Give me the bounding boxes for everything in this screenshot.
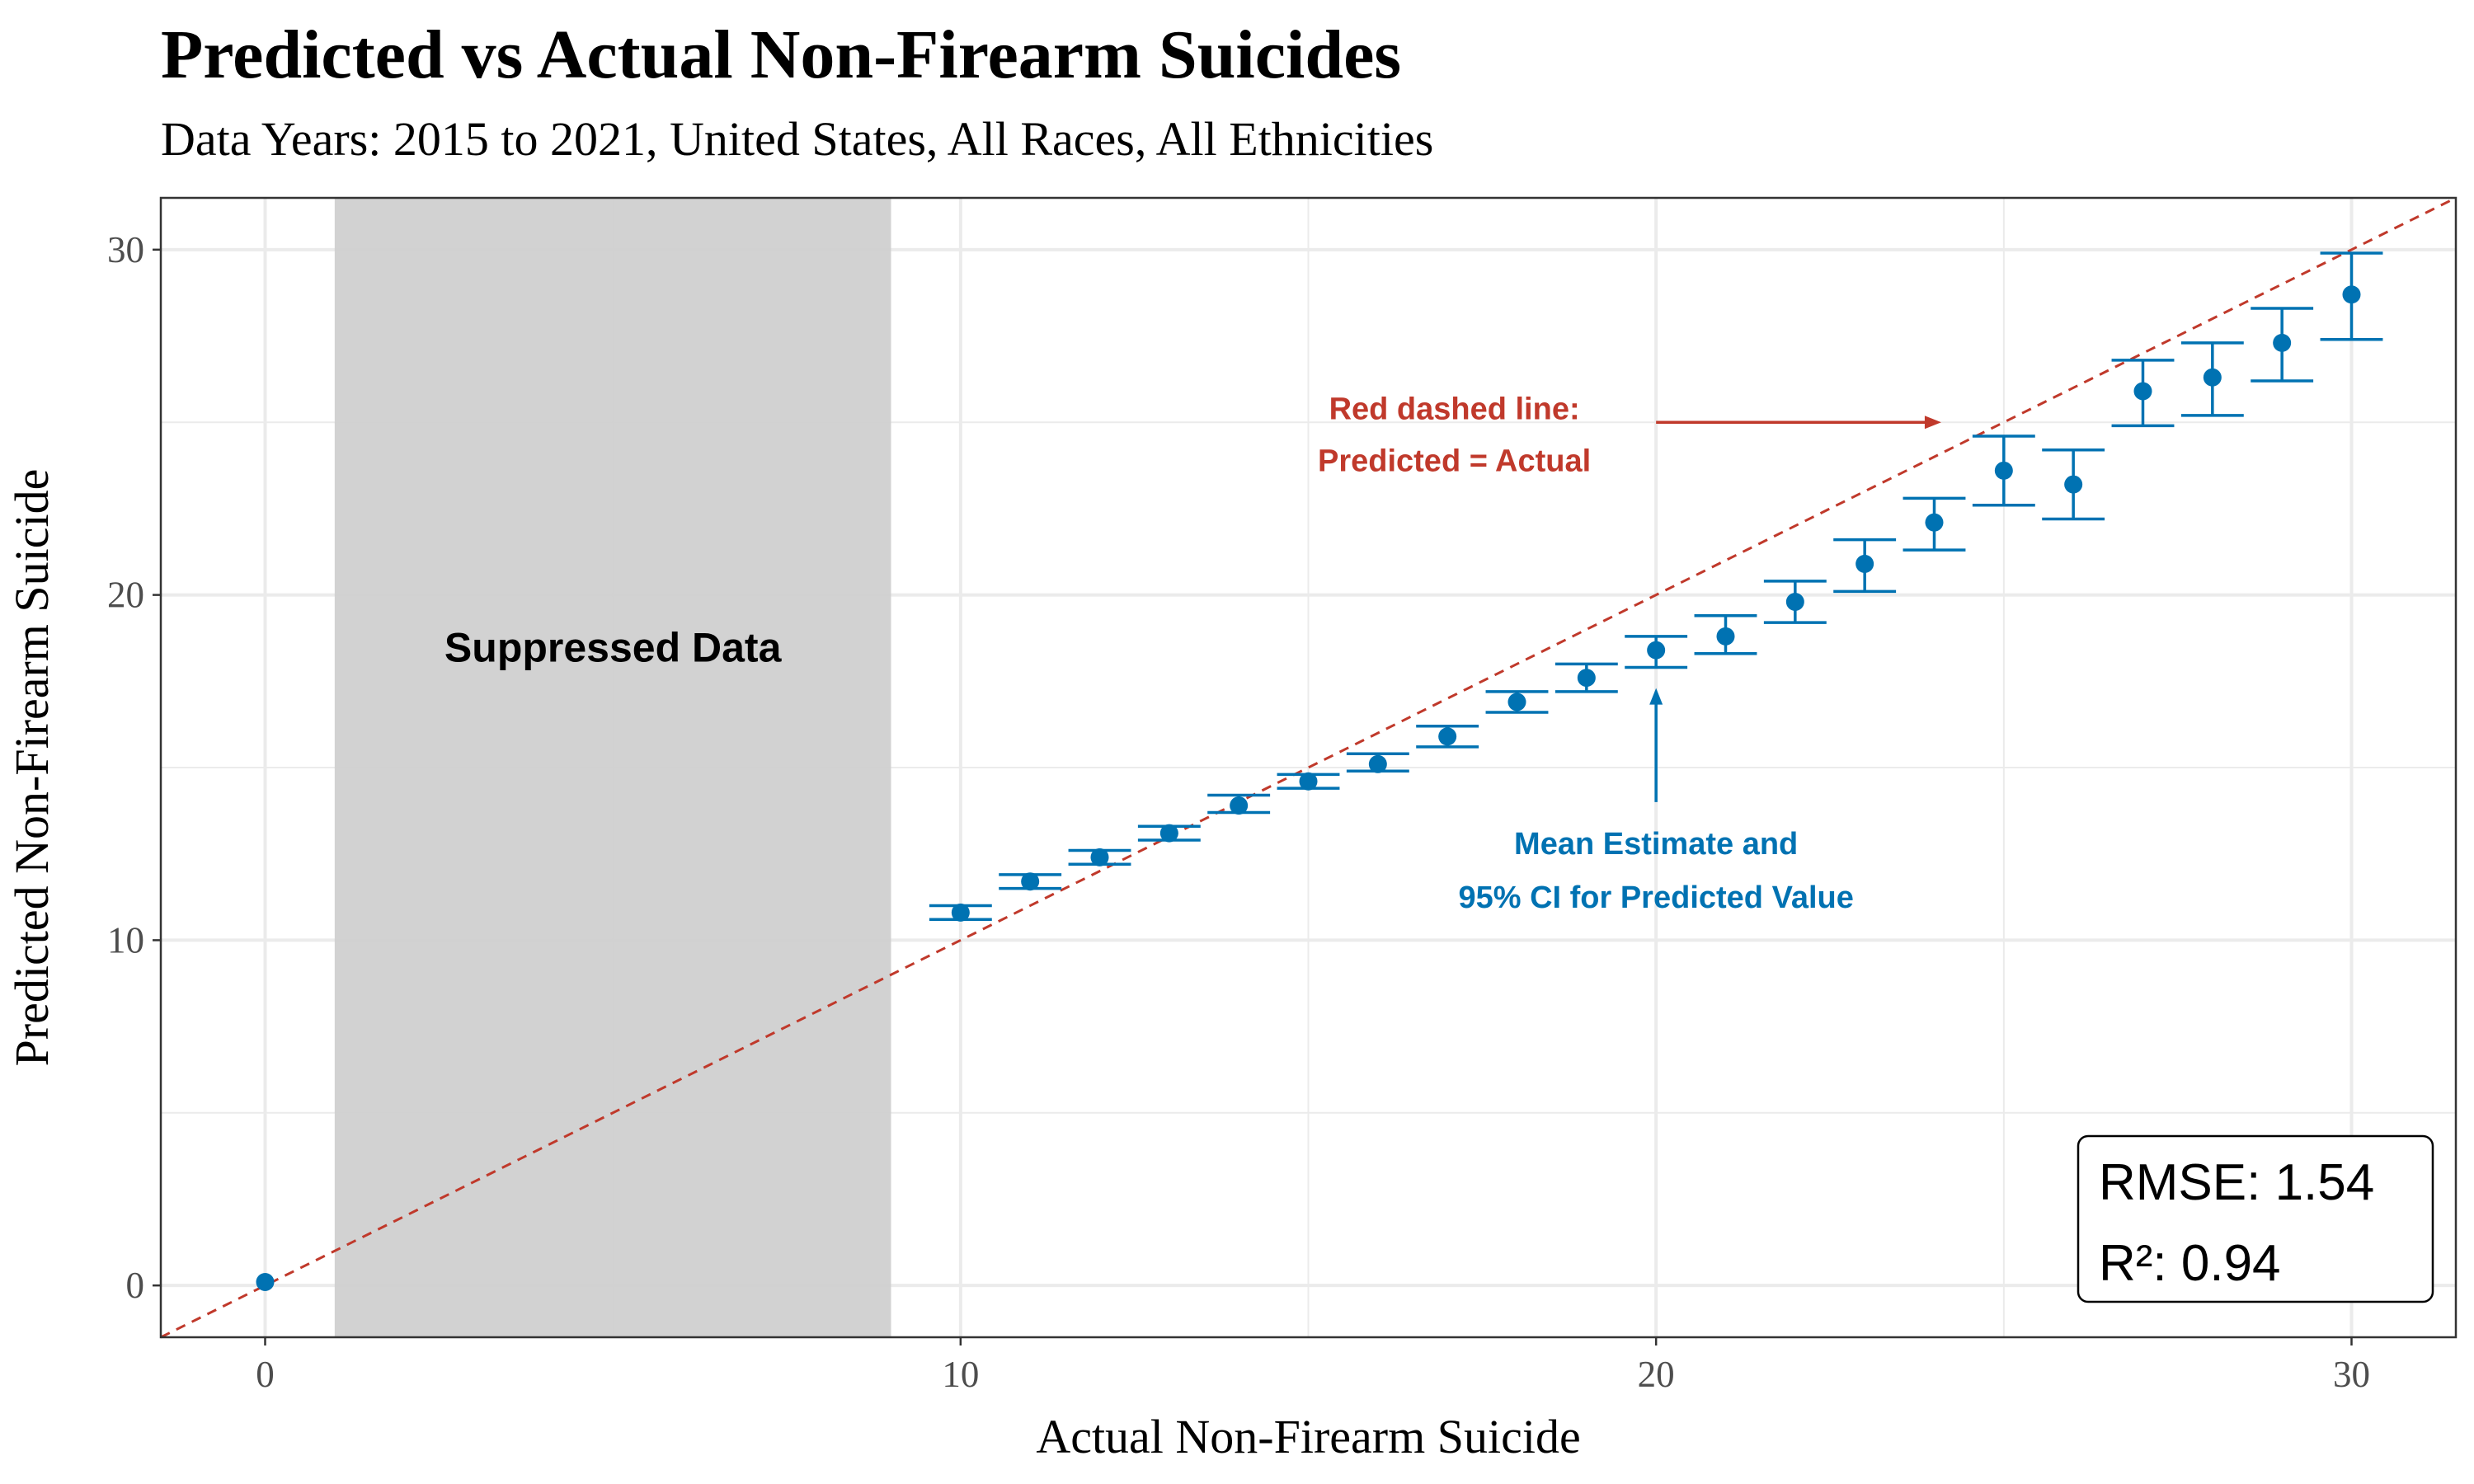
y-axis-title: Predicted Non-Firearm Suicide bbox=[5, 469, 59, 1067]
data-point bbox=[1159, 824, 1178, 843]
x-tick-label: 10 bbox=[942, 1354, 979, 1395]
stats-box bbox=[2077, 1134, 2434, 1303]
estimate-annotation-line2: 95% CI for Predicted Value bbox=[1458, 881, 1853, 915]
data-point bbox=[1994, 461, 2013, 480]
data-point bbox=[1856, 554, 1874, 573]
data-point bbox=[1021, 872, 1040, 891]
panel-border bbox=[159, 196, 2458, 1339]
data-points bbox=[256, 285, 2361, 1291]
red-line-annotation-line1: Red dashed line: bbox=[1329, 392, 1580, 426]
chart-subtitle: Data Years: 2015 to 2021, United States,… bbox=[161, 112, 1434, 166]
red-annotation-arrowhead bbox=[1924, 416, 1941, 430]
blue-annotation-arrowhead bbox=[1649, 688, 1663, 705]
data-point bbox=[1090, 848, 1109, 866]
data-point bbox=[1230, 796, 1249, 815]
data-point bbox=[951, 903, 970, 922]
y-tick-label: 20 bbox=[107, 575, 144, 616]
data-point bbox=[2203, 368, 2222, 387]
data-point bbox=[1925, 513, 1944, 532]
data-point bbox=[2133, 382, 2152, 401]
y-tick-label: 30 bbox=[107, 229, 144, 270]
data-point bbox=[256, 1272, 275, 1291]
x-tick-label: 30 bbox=[2333, 1354, 2370, 1395]
r2-value: R²: 0.94 bbox=[2099, 1235, 2281, 1292]
red-line-annotation-line2: Predicted = Actual bbox=[1318, 444, 1591, 478]
data-point bbox=[2273, 333, 2292, 352]
data-point bbox=[1438, 727, 1457, 746]
suppressed-data-band bbox=[334, 198, 891, 1337]
x-tick-label: 0 bbox=[256, 1354, 275, 1395]
suppressed-data-label: Suppressed Data bbox=[444, 624, 783, 670]
data-point bbox=[1299, 772, 1318, 791]
data-point bbox=[2342, 285, 2361, 304]
chart-title: Predicted vs Actual Non-Firearm Suicides bbox=[161, 16, 1402, 93]
reference-line bbox=[160, 196, 2457, 1339]
y-tick-label: 10 bbox=[107, 919, 144, 960]
axis-ticks: 0 10 20 30 0 10 20 30 bbox=[107, 229, 2370, 1395]
data-point bbox=[1716, 627, 1735, 646]
rmse-value: RMSE: 1.54 bbox=[2099, 1154, 2374, 1211]
data-point bbox=[1507, 693, 1526, 711]
data-point bbox=[2064, 475, 2083, 494]
x-tick-label: 20 bbox=[1638, 1354, 1675, 1395]
data-point bbox=[1577, 669, 1596, 688]
x-axis-title: Actual Non-Firearm Suicide bbox=[1036, 1410, 1580, 1463]
data-point bbox=[1785, 592, 1804, 611]
data-point bbox=[1368, 754, 1387, 773]
data-point bbox=[1647, 641, 1666, 660]
y-tick-label: 0 bbox=[126, 1265, 145, 1306]
estimate-annotation-line1: Mean Estimate and bbox=[1514, 827, 1798, 862]
